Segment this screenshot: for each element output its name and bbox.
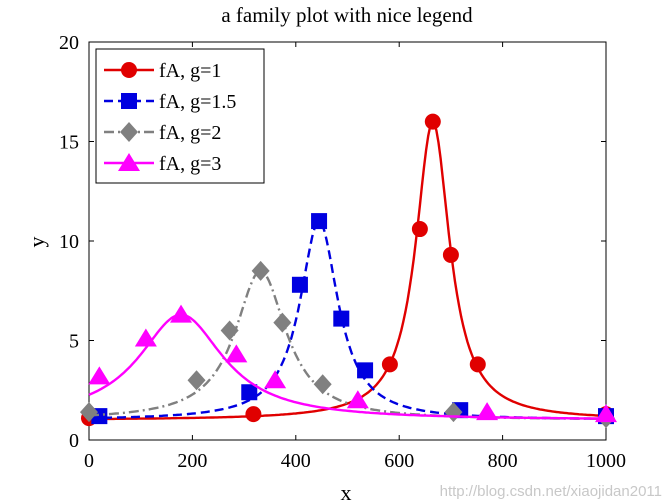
legend-label-2: fA, g=2 [159, 122, 221, 144]
series-2-marker [273, 312, 292, 333]
legend-label-1: fA, g=1.5 [159, 91, 236, 113]
y-tick-label: 5 [69, 331, 79, 353]
series-3-marker [225, 344, 248, 363]
series-2-marker [313, 374, 332, 395]
series-3-marker [170, 304, 193, 323]
legend-marker-0 [121, 62, 137, 78]
series-2-marker [251, 260, 270, 281]
series-3-marker [346, 390, 369, 409]
series-3-marker [264, 370, 287, 389]
y-tick-label: 0 [69, 430, 79, 452]
series-0-marker [411, 221, 428, 238]
series-1-marker [291, 276, 308, 293]
series-3-marker [134, 328, 157, 347]
y-tick-label: 10 [59, 231, 79, 253]
y-tick-label: 15 [59, 132, 79, 154]
series-0-marker [381, 356, 398, 373]
series-3-marker [88, 366, 111, 385]
legend-marker-1 [121, 93, 137, 109]
plot-area: 0 200 400 600 800 1000 0 5 10 15 20 fA, g=1 fA, g=1.… [59, 32, 626, 472]
x-tick-label: 0 [84, 450, 94, 472]
x-tick-label: 200 [177, 450, 207, 472]
series-0-marker [245, 406, 262, 423]
x-tick-label: 1000 [586, 450, 626, 472]
series-2-marker [187, 370, 206, 391]
series-3-marker [476, 402, 499, 421]
x-tick-label: 800 [488, 450, 518, 472]
y-axis-label: y [24, 237, 49, 248]
series-2-marker [80, 402, 98, 423]
series-0-marker [469, 356, 486, 373]
x-axis-label: x [341, 480, 352, 504]
series-2-marker [220, 320, 239, 341]
legend-label-3: fA, g=3 [159, 153, 221, 175]
series-1-marker [357, 362, 374, 379]
series-1-marker [333, 310, 350, 327]
legend-label-0: fA, g=1 [159, 60, 221, 82]
legend-marker-2 [120, 122, 138, 142]
series-0-marker [442, 246, 459, 263]
x-tick-label: 600 [384, 450, 414, 472]
series-1-marker [241, 384, 258, 401]
series-0-marker [424, 113, 441, 130]
legend-marker-3 [118, 153, 140, 171]
watermark: http://blog.csdn.net/xiaojidan2011 [439, 483, 662, 500]
x-tick-label: 400 [281, 450, 311, 472]
chart-title: a family plot with nice legend [221, 3, 473, 27]
series-1-marker [311, 213, 328, 230]
series-line-0 [89, 119, 607, 421]
series-line-2 [88, 269, 606, 421]
series-3-marker [595, 404, 617, 423]
y-tick-label: 20 [59, 32, 79, 54]
